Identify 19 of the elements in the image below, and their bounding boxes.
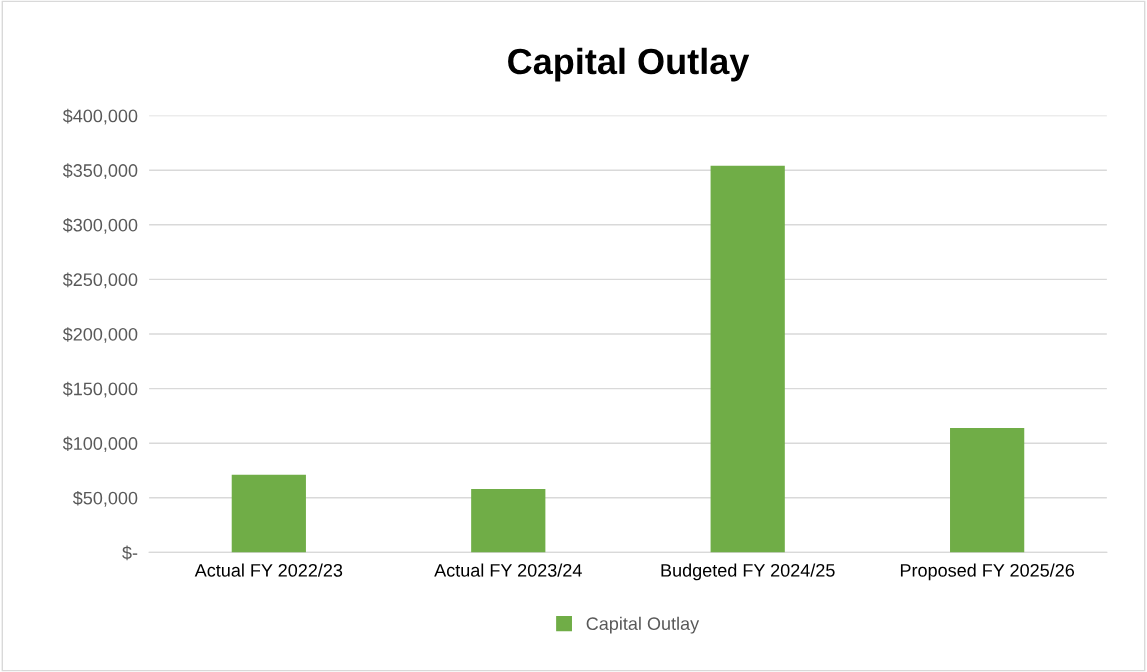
x-tick-label: Actual FY 2022/23 — [194, 563, 343, 577]
y-tick-label: $200,000 — [62, 327, 138, 343]
x-tick-label: Proposed FY 2025/26 — [900, 563, 1075, 581]
y-tick-label: $400,000 — [62, 108, 138, 125]
bar — [950, 427, 1025, 553]
y-tick-label: $350,000 — [62, 163, 138, 180]
y-tick-label: $50,000 — [72, 490, 138, 507]
x-tick-label: Actual FY 2023/24 — [434, 563, 582, 577]
y-tick-label: $100,000 — [62, 436, 138, 453]
y-tick-label: $250,000 — [62, 272, 138, 289]
bar — [710, 165, 785, 553]
y-tick-label: $150,000 — [62, 381, 138, 398]
bar — [471, 489, 546, 553]
y-tick-label: $- — [122, 545, 138, 561]
x-tick-label: Budgeted FY 2024/25 — [661, 563, 835, 581]
bar — [231, 474, 306, 553]
legend-label: Capital Outlay — [586, 616, 700, 634]
y-tick-label: $300,000 — [62, 217, 138, 234]
chart-title: Capital Outlay — [508, 47, 750, 82]
